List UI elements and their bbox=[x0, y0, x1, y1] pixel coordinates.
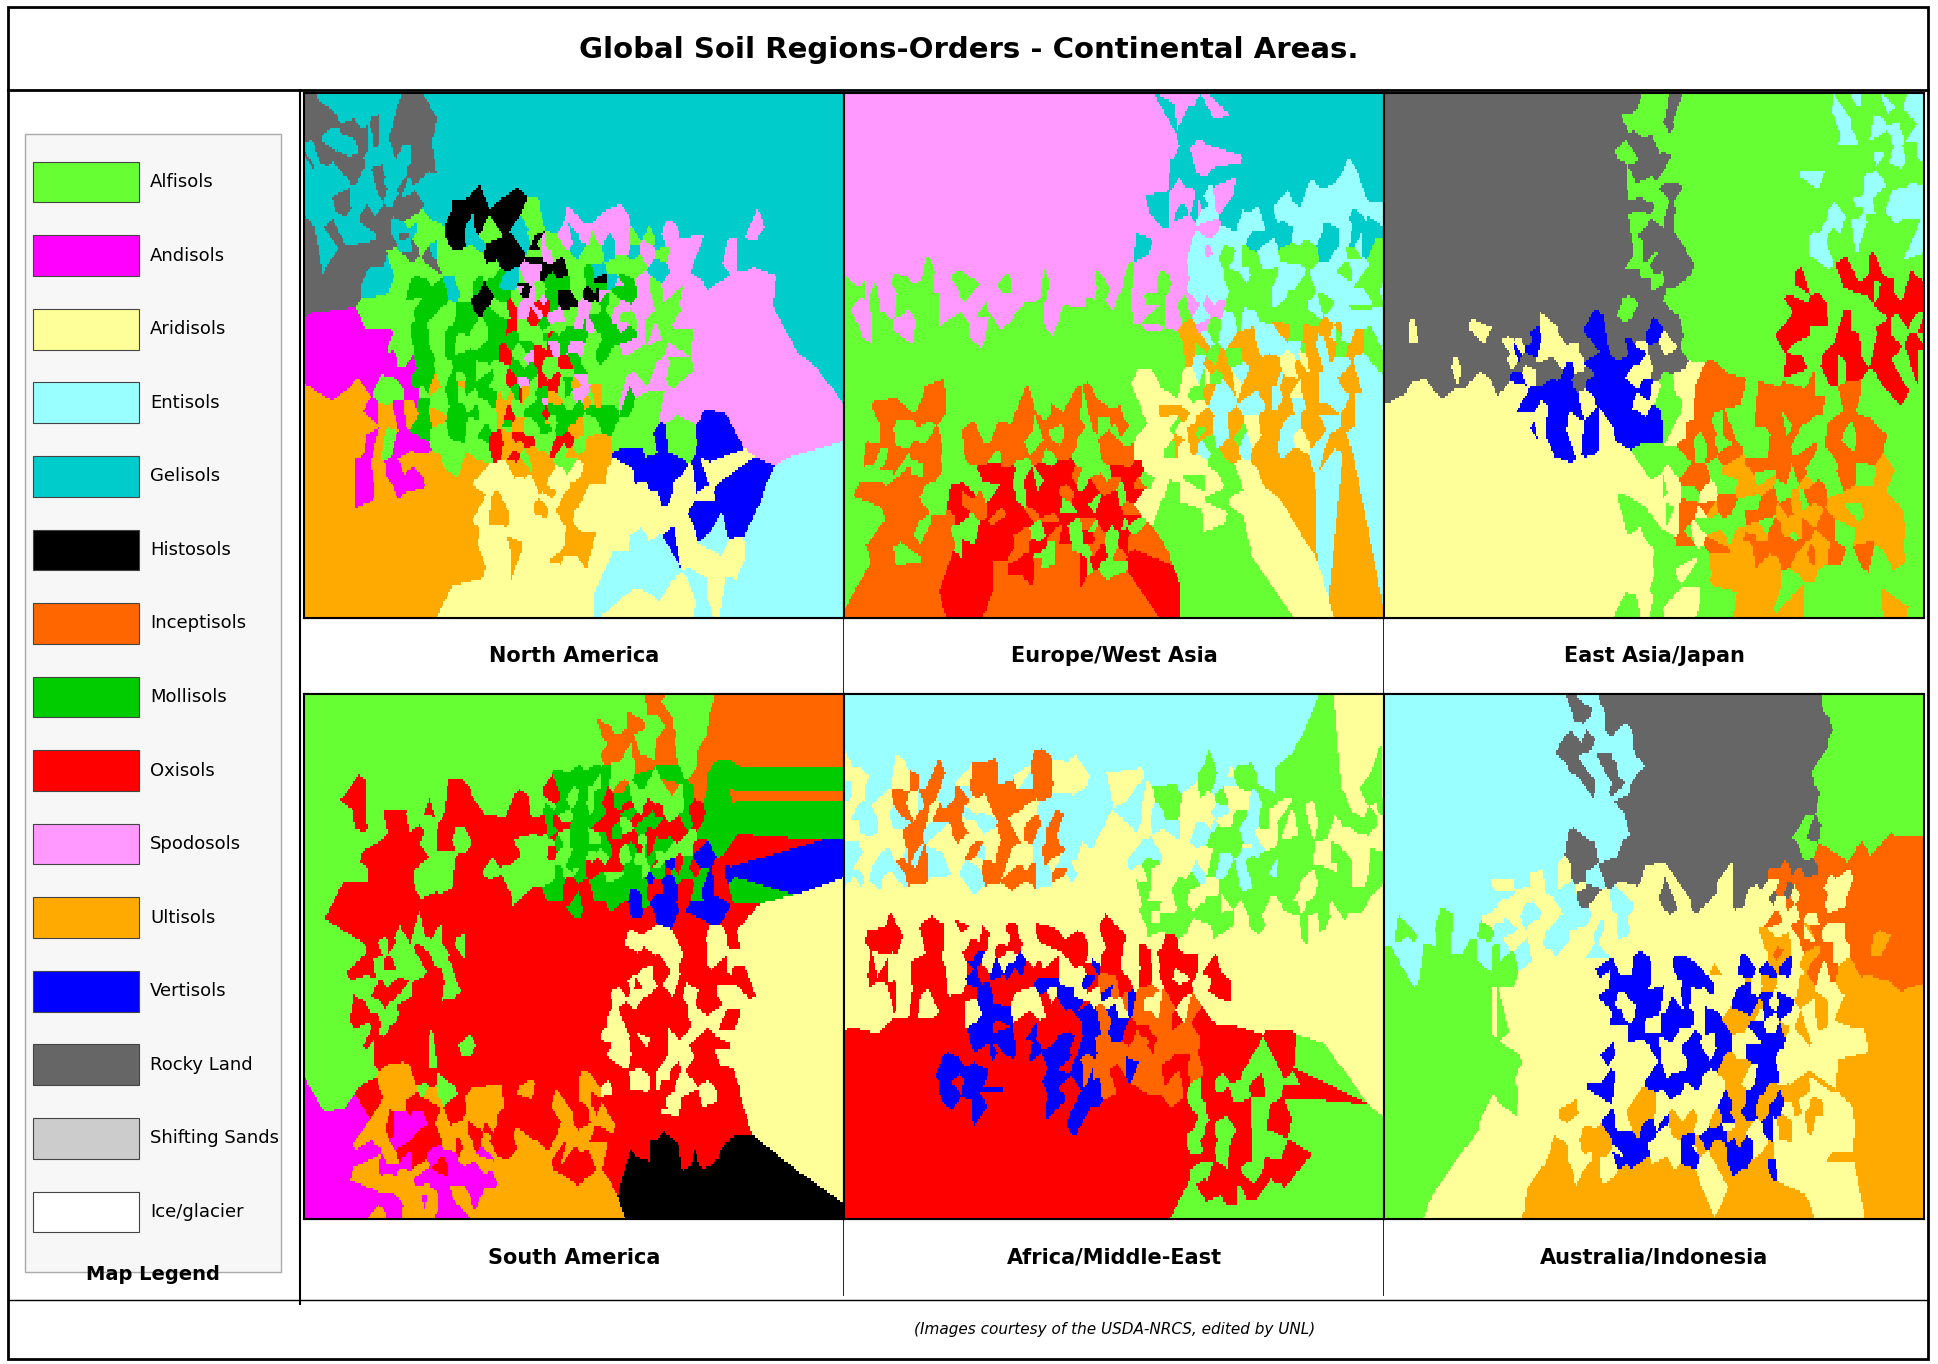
Text: North America: North America bbox=[488, 647, 659, 666]
Text: Global Soil Regions-Orders - Continental Areas.: Global Soil Regions-Orders - Continental… bbox=[579, 37, 1359, 64]
Text: Entisols: Entisols bbox=[151, 394, 219, 412]
Text: Ice/glacier: Ice/glacier bbox=[151, 1203, 244, 1221]
Bar bbox=[33, 677, 140, 717]
Text: Australia/Indonesia: Australia/Indonesia bbox=[1541, 1248, 1769, 1267]
Text: Europe/West Asia: Europe/West Asia bbox=[1012, 647, 1217, 666]
Text: Map Legend: Map Legend bbox=[85, 1264, 221, 1284]
Text: Andisols: Andisols bbox=[151, 247, 225, 265]
Text: Africa/Middle-East: Africa/Middle-East bbox=[1006, 1248, 1223, 1267]
Text: Oxisols: Oxisols bbox=[151, 761, 215, 780]
Bar bbox=[33, 603, 140, 644]
Bar bbox=[33, 382, 140, 423]
Bar bbox=[33, 750, 140, 791]
Bar bbox=[33, 1192, 140, 1232]
Text: (Images courtesy of the USDA-NRCS, edited by UNL): (Images courtesy of the USDA-NRCS, edite… bbox=[913, 1323, 1316, 1337]
Text: Rocky Land: Rocky Land bbox=[151, 1056, 254, 1073]
Text: Vertisols: Vertisols bbox=[151, 982, 227, 1000]
Text: East Asia/Japan: East Asia/Japan bbox=[1564, 647, 1744, 666]
Text: Gelisols: Gelisols bbox=[151, 468, 221, 486]
Bar bbox=[33, 308, 140, 349]
Bar bbox=[33, 1118, 140, 1159]
Bar bbox=[33, 824, 140, 865]
Text: Aridisols: Aridisols bbox=[151, 321, 227, 338]
Text: Histosols: Histosols bbox=[151, 542, 231, 559]
Text: Inceptisols: Inceptisols bbox=[151, 614, 246, 633]
Bar bbox=[33, 898, 140, 938]
Text: Shifting Sands: Shifting Sands bbox=[151, 1129, 279, 1147]
Text: Spodosols: Spodosols bbox=[151, 835, 242, 852]
Text: Alfisols: Alfisols bbox=[151, 173, 213, 191]
Text: Mollisols: Mollisols bbox=[151, 687, 227, 707]
Bar bbox=[33, 529, 140, 570]
Bar bbox=[33, 1045, 140, 1086]
Text: Ultisols: Ultisols bbox=[151, 908, 215, 926]
Bar bbox=[33, 456, 140, 496]
Text: South America: South America bbox=[488, 1248, 661, 1267]
Bar bbox=[33, 235, 140, 276]
Bar bbox=[33, 971, 140, 1012]
Bar bbox=[33, 162, 140, 202]
